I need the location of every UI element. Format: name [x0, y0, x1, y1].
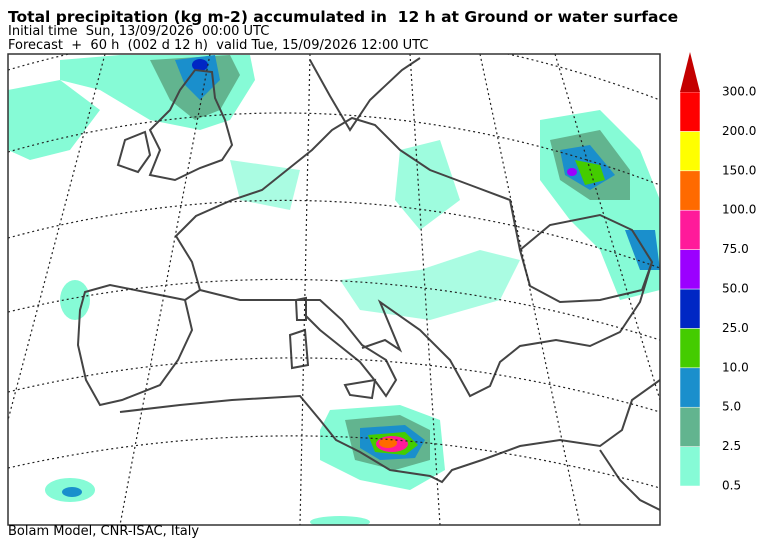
colorbar-box	[679, 91, 701, 132]
credit: Bolam Model, CNR-ISAC, Italy	[8, 524, 200, 539]
initial-time: Initial time Sun, 13/09/2026 00:00 UTC	[8, 24, 270, 39]
colorbar-label: 0.5	[722, 479, 741, 493]
map-frame	[7, 53, 661, 526]
colorbar-label: 2.5	[722, 439, 741, 453]
colorbar-box	[679, 209, 701, 250]
colorbar-label: 150.0	[722, 163, 756, 177]
colorbar-box	[679, 446, 701, 487]
precipitation-field	[8, 55, 660, 525]
colorbar-label: 5.0	[722, 400, 741, 414]
colorbar-box	[679, 328, 701, 369]
colorbar-label: 100.0	[722, 203, 756, 217]
colorbar-label: 50.0	[722, 282, 749, 296]
colorbar-label: 75.0	[722, 242, 749, 256]
colorbar-box	[679, 170, 701, 211]
forecast-info: Forecast + 60 h (002 d 12 h) valid Tue, …	[8, 38, 429, 53]
colorbar: 0.5 2.5 5.0 10.0 25.0 50.0 75.0 100.0 150.0 200.0…	[679, 52, 756, 493]
colorbar-box	[679, 367, 701, 408]
graticule	[8, 54, 660, 525]
coastlines	[76, 57, 660, 511]
colorbar-label: 300.0	[722, 85, 756, 99]
colorbar-label: 25.0	[722, 321, 749, 335]
colorbar-box	[679, 406, 701, 447]
colorbar-label: 200.0	[722, 124, 756, 138]
title: Total precipitation (kg m-2) accumulated…	[8, 8, 679, 26]
colorbar-box	[679, 249, 701, 290]
colorbar-label: 10.0	[722, 360, 749, 374]
map	[8, 54, 660, 525]
colorbar-box	[679, 131, 701, 172]
colorbar-box	[679, 288, 701, 329]
colorbar-over-arrow	[680, 52, 700, 92]
